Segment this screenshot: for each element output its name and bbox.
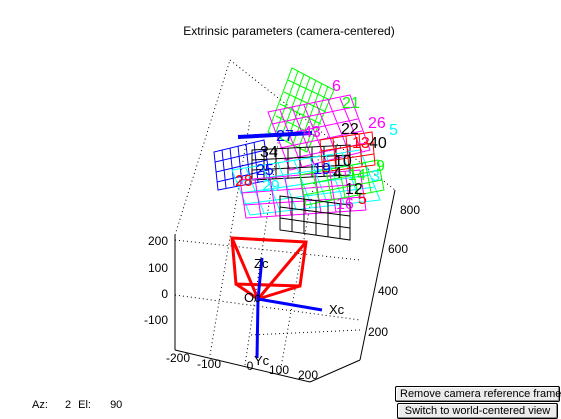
az-value: 2 <box>64 399 72 411</box>
board-label: 16 <box>336 196 354 213</box>
board-label: 6 <box>332 78 341 95</box>
board-label: 12 <box>345 181 363 198</box>
x-tick: 100 <box>269 363 289 377</box>
el-value: 90 <box>110 399 123 411</box>
board-label: 26 <box>368 115 386 132</box>
board-label: 43 <box>303 124 321 141</box>
z-tick-labels: 800 600 400 200 <box>368 203 420 339</box>
camera-axes <box>255 257 323 359</box>
camera-frustum <box>230 236 308 301</box>
z-tick: 200 <box>368 325 388 339</box>
board-label: 21 <box>342 95 360 112</box>
board-label: 29 <box>262 178 280 195</box>
board-edge-highlight <box>237 131 313 139</box>
x-tick: -200 <box>166 351 190 365</box>
z-tick: 400 <box>378 284 398 298</box>
y-tick: 200 <box>148 234 168 248</box>
figure-title: Extrinsic parameters (camera-centered) <box>183 24 394 38</box>
board-label: 3 <box>371 168 380 185</box>
view-angle-status: Az: 2 El: 90 <box>32 399 126 411</box>
board-label: 28 <box>235 173 253 190</box>
y-tick: -100 <box>144 313 168 327</box>
z-tick: 800 <box>400 203 420 217</box>
y-tick: 100 <box>148 261 168 275</box>
z-tick: 600 <box>388 242 408 256</box>
board-labels: 6 21 26 5 22 13 40 43 27 34 10 9 25 19 4… <box>235 78 398 213</box>
board-label: 34 <box>260 144 278 161</box>
x-tick-labels: -200 -100 0 100 200 <box>166 351 318 382</box>
camera-x-label: Xc <box>329 302 345 317</box>
calibration-boards <box>213 67 385 241</box>
board-label: 10 <box>334 153 352 170</box>
x-tick: 200 <box>298 368 318 382</box>
board-label: 5 <box>389 122 398 139</box>
x-tick: 0 <box>247 359 254 373</box>
remove-camera-frame-button[interactable]: Remove camera reference frame <box>395 386 561 402</box>
board-label: 14 <box>348 167 366 184</box>
camera-origin-label: Oc <box>244 290 261 305</box>
board-label: 9 <box>376 158 385 175</box>
board-label: 5 <box>358 191 367 208</box>
el-label: El: <box>78 399 91 411</box>
board-label: 13 <box>352 135 370 152</box>
board-label: 40 <box>369 135 387 152</box>
camera-z-label: Zc <box>254 256 269 271</box>
y-tick: 0 <box>161 287 168 301</box>
y-tick-labels: 200 100 0 -100 <box>144 234 168 327</box>
board-label: 25 <box>256 162 274 179</box>
axes-frame <box>174 189 396 383</box>
board-label: 4 <box>333 165 342 182</box>
board-label: 27 <box>276 128 294 145</box>
camera-y-label: Yc <box>254 353 270 368</box>
board-label: 22 <box>341 121 359 138</box>
az-label: Az: <box>32 399 48 411</box>
board-label: 19 <box>313 161 331 178</box>
switch-world-view-button[interactable]: Switch to world-centered view <box>397 403 558 419</box>
x-tick: -100 <box>197 357 221 371</box>
